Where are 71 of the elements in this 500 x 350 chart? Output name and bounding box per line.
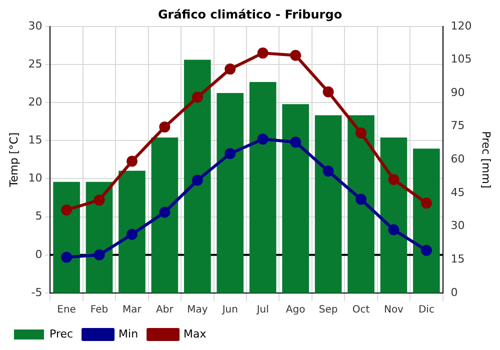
point [224,148,236,160]
point [159,121,170,132]
y2-axis-title: Prec [mm] [480,131,493,188]
point [420,198,432,209]
point [126,228,138,240]
x-tick-label: Sep [318,304,338,316]
point [322,86,334,98]
point [192,174,203,186]
y2-tick-label: 15 [450,252,465,266]
y2-tick-label: 30 [450,219,465,232]
point [224,64,236,75]
bar [282,104,309,293]
point [356,128,367,139]
x-tick-label: Jul [256,304,269,316]
x-tick-label: Nov [384,304,404,316]
x-tick-label: Abr [156,304,174,316]
bar [216,93,244,293]
y-tick-label: 25 [28,57,42,70]
x-tick-label: Mar [122,304,142,316]
bar [151,137,178,293]
y-axis-title: Temp [°C] [7,132,20,188]
y-tick-label: 0 [35,248,42,261]
point [126,156,138,167]
point [356,194,367,205]
bar [86,182,113,293]
y2-tick-label: 75 [450,119,465,132]
point [388,224,400,236]
bar [53,182,80,293]
point [290,136,302,148]
bar [413,148,440,293]
y2-tick-label: 45 [450,186,465,199]
point [257,134,268,145]
y-tick-label: -5 [31,286,42,299]
bar [249,82,276,293]
x-tick-label: Ago [286,304,306,316]
point [290,50,302,61]
bar [184,60,211,293]
point [61,252,72,263]
point [420,244,432,256]
x-tick-label: Oct [352,304,370,316]
legend-label: Min [118,327,138,340]
y-tick-label: 10 [28,172,42,185]
point [192,92,203,103]
point [159,206,170,218]
x-tick-label: Feb [90,304,108,316]
point [94,249,105,260]
point [322,166,334,177]
point [257,48,268,59]
x-tick-label: Jun [221,304,238,316]
y-tick-label: 20 [28,95,42,108]
y-tick-label: 15 [28,134,42,147]
y2-tick-label: 0 [450,286,458,299]
x-tick-label: Dic [418,304,434,316]
y-tick-label: 5 [35,210,42,223]
chart-title: Gráfico climático - Friburgo [158,7,342,22]
y-tick-label: 30 [28,19,42,32]
legend-label: Max [184,327,207,340]
y2-tick-label: 60 [450,152,465,166]
bar [348,115,374,293]
y2-tick-label: 120 [450,19,472,32]
point [94,194,105,206]
point [61,204,72,216]
legend-label: Prec [50,327,74,340]
bar [314,115,342,293]
y2-tick-label: 90 [450,86,465,99]
y2-tick-label: 105 [450,52,472,66]
x-tick-label: Ene [57,304,76,316]
x-tick-label: May [187,304,208,316]
point [388,174,400,186]
bar [380,137,408,293]
bar [118,170,146,293]
